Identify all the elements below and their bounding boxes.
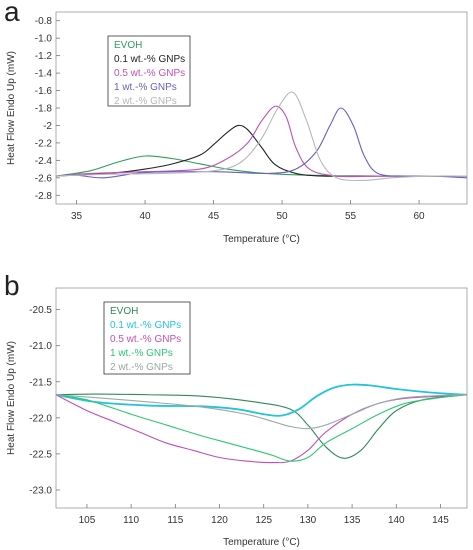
legend-entry-a-4: 2 wt.-% GNPs (114, 96, 177, 107)
series-line-b-3 (56, 394, 467, 462)
legend-entry-a-2: 0.5 wt.-% GNPs (114, 68, 185, 79)
y-tick-label-a-9: -1.0 (35, 34, 53, 45)
y-tick-label-a-10: -0.8 (35, 16, 53, 27)
x-axis-title-a: Temperature (°C) (223, 234, 300, 245)
y-tick-label-b-1: -22.5 (29, 449, 52, 460)
y-tick-label-b-0: -23.0 (29, 485, 52, 496)
chart-a: 35 40 45 50 55 60 -2.8 -2.6 -2.4 -2.2 -2 -1.8 -1.6 -1… (6, 11, 468, 245)
y-tick-label-a-6: -1.6 (35, 86, 53, 97)
y-tick-label-a-0: -2.8 (35, 191, 53, 202)
y-tick-label-b-3: -21.5 (29, 377, 52, 388)
series-line-a-3 (56, 107, 467, 179)
y-axis-title-b: Heat Flow Endo Up (mW) (6, 341, 17, 455)
y-tick-label-a-5: -1.8 (35, 104, 53, 115)
x-tick-label-b-125: 125 (255, 515, 272, 526)
legend-box-b (103, 301, 191, 375)
series-line-a-2 (56, 105, 467, 178)
x-axis-title-b: Temperature (°C) (223, 537, 300, 548)
y-tick-label-a-4: -2 (43, 121, 52, 132)
series-line-b-1 (56, 383, 467, 417)
series-line-a-4 (56, 91, 467, 182)
x-tick-label-b-105: 105 (79, 515, 96, 526)
plot-area-b (55, 287, 468, 509)
x-tick-label-a-35: 35 (71, 211, 83, 222)
panel-label-a: a (4, 0, 20, 27)
legend-entry-a-1: 0.1 wt.-% GNPs (114, 54, 185, 65)
x-tick-label-a-55: 55 (345, 211, 357, 222)
x-tick-label-b-110: 110 (123, 515, 139, 526)
panel-label-b: b (4, 270, 20, 301)
legend-entry-a-0: EVOH (114, 40, 142, 51)
legend-entry-b-1: 0.1 wt.-% GNPs (110, 320, 181, 331)
x-tick-label-a-60: 60 (413, 211, 425, 222)
legend-entry-b-0: EVOH (110, 306, 138, 317)
legend-entry-a-3: 1 wt.-% GNPs (114, 82, 177, 93)
y-tick-label-b-4: -21.0 (29, 341, 52, 352)
legend-box-a (107, 35, 191, 107)
legend-entry-b-2: 0.5 wt.-% GNPs (110, 334, 181, 345)
y-tick-label-a-3: -2.2 (35, 138, 53, 149)
x-tick-label-a-40: 40 (139, 211, 151, 222)
y-tick-label-a-2: -2.4 (35, 156, 53, 167)
x-tick-label-b-145: 145 (432, 515, 449, 526)
x-tick-label-b-130: 130 (300, 515, 317, 526)
legend-entry-b-3: 1 wt.-% GNPs (110, 348, 173, 359)
y-tick-label-a-8: -1.2 (35, 51, 53, 62)
y-tick-label-a-1: -2.6 (35, 173, 53, 184)
x-tick-label-b-115: 115 (167, 515, 183, 526)
x-tick-label-a-45: 45 (208, 211, 220, 222)
series-line-b-4 (56, 394, 467, 430)
series-line-b-0 (56, 393, 467, 459)
x-tick-label-a-50: 50 (276, 211, 288, 222)
x-tick-label-b-140: 140 (388, 515, 405, 526)
series-line-a-1 (56, 124, 467, 177)
x-tick-label-b-135: 135 (344, 515, 361, 526)
x-tick-label-b-120: 120 (211, 515, 228, 526)
y-tick-label-a-7: -1.4 (35, 69, 53, 80)
y-axis-title-a: Heat Flow Endo Up (mW) (6, 51, 17, 165)
chart-b: 105 110 115 120 125 130 135 140 145 -23.0 -22.5 -22… (6, 287, 468, 548)
legend-entry-b-4: 2 wt.-% GNPs (110, 362, 173, 373)
y-tick-label-b-2: -22.0 (29, 413, 52, 424)
y-tick-label-b-5: -20.5 (29, 305, 52, 316)
